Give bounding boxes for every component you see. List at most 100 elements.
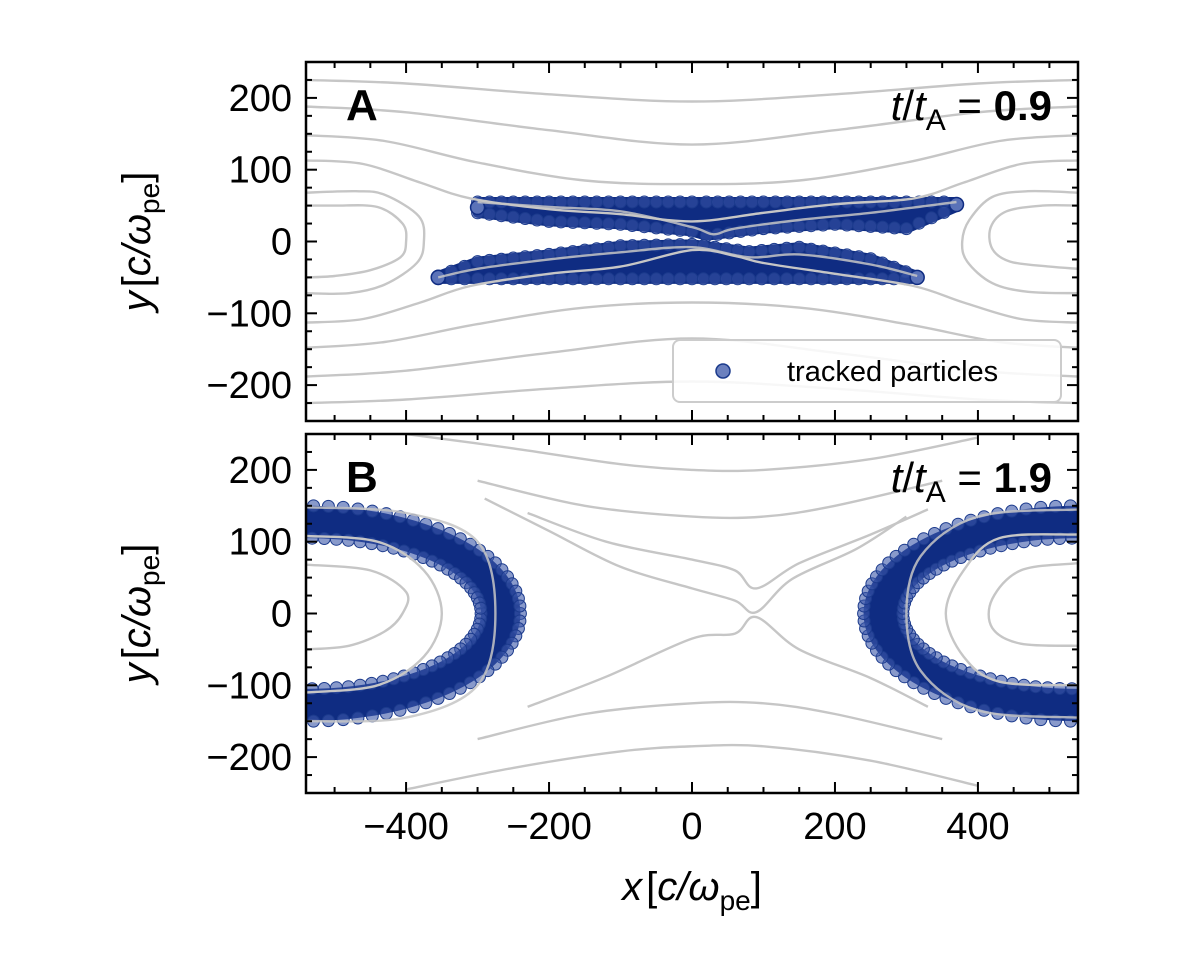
particle-marker	[1138, 538, 1150, 550]
particle-marker	[1114, 534, 1126, 546]
field-line	[306, 563, 410, 651]
y-tick-label: −100	[206, 665, 292, 707]
particle-marker	[1152, 508, 1164, 520]
particle-marker	[443, 527, 456, 540]
y-tick-label: 200	[229, 450, 292, 492]
particle-marker	[909, 269, 925, 286]
particle-marker	[306, 686, 307, 692]
particle-marker	[88, 623, 100, 635]
particle-marker	[183, 552, 195, 564]
particle-marker	[1094, 715, 1106, 727]
particle-marker	[278, 715, 290, 727]
particle-marker	[494, 209, 508, 223]
particle-marker	[602, 240, 616, 254]
particle-marker	[722, 195, 736, 209]
field-line	[477, 700, 943, 741]
particle-marker	[483, 207, 496, 221]
particle-marker	[912, 216, 926, 230]
particle-marker	[1080, 715, 1092, 727]
field-line	[960, 189, 1078, 295]
particle-marker	[804, 272, 818, 286]
x-tick-label: 400	[946, 806, 1009, 848]
particle-marker	[602, 272, 616, 286]
particle-marker	[816, 272, 830, 286]
particle-marker	[554, 195, 568, 209]
particle-marker	[157, 528, 169, 540]
particle-marker	[193, 701, 205, 713]
particle-marker	[234, 710, 246, 722]
particle-marker	[317, 532, 331, 545]
x-tick-label: −200	[506, 806, 592, 848]
particle-marker	[1170, 545, 1182, 557]
particle-marker	[513, 599, 527, 613]
particle-marker	[1124, 503, 1136, 515]
particle-marker	[530, 213, 544, 227]
particle-marker	[1109, 714, 1121, 726]
particle-marker	[1102, 533, 1114, 545]
panel-label: A	[346, 81, 378, 130]
field-lines	[306, 434, 1078, 791]
particle-marker	[614, 217, 627, 231]
legend-label: tracked particles	[787, 356, 998, 388]
particle-marker	[731, 272, 745, 286]
particle-marker	[590, 216, 604, 230]
particle-ring-fill	[306, 505, 521, 722]
particle-marker	[146, 533, 158, 545]
particle-marker	[1090, 683, 1102, 695]
particle-marker	[419, 517, 433, 531]
particle-marker	[104, 564, 116, 576]
particle-marker	[948, 196, 965, 213]
particle-marker	[1126, 679, 1138, 691]
particle-marker	[431, 691, 445, 705]
particle-marker	[637, 195, 651, 209]
particle-marker	[649, 221, 663, 235]
panel-a: 200 100 0 −100 −200 y[c/ωpe] A t/tA = 0.9 tracke…	[115, 60, 1080, 423]
particle-marker	[719, 272, 733, 286]
particle-marker	[1080, 500, 1092, 512]
field-line	[437, 245, 918, 279]
field-line	[405, 743, 979, 791]
particle-marker	[1138, 710, 1150, 722]
particle-marker	[220, 707, 232, 719]
particle-marker	[673, 272, 687, 286]
particle-marker	[1019, 711, 1033, 725]
particle-marker	[602, 217, 616, 231]
particle-marker	[1160, 542, 1172, 554]
particle-marker	[90, 630, 102, 642]
particle-marker	[365, 504, 379, 518]
y-tick-label: −200	[206, 737, 292, 779]
field-line	[306, 506, 497, 723]
particle-marker	[578, 272, 592, 286]
particle-marker	[907, 676, 921, 690]
panel-b: 200 100 0 −100 −200 −400 −200 0 200 400 y[c/ωpe] x[…	[86, 432, 1186, 916]
y-tick-label: 200	[229, 78, 292, 120]
particle-marker	[1090, 533, 1102, 545]
particle-marker	[1179, 514, 1186, 526]
field-line	[306, 204, 408, 279]
particle-marker	[864, 219, 878, 233]
particle-marker	[566, 215, 580, 229]
particle-marker	[708, 272, 722, 286]
particle-marker	[86, 608, 98, 620]
particle-marker	[90, 585, 102, 597]
particle-marker	[518, 212, 532, 225]
particle-marker	[696, 272, 710, 286]
particle-marker	[917, 532, 931, 546]
particle-marker	[306, 535, 307, 541]
particle-marker	[840, 218, 854, 232]
particle-marker	[1149, 540, 1161, 552]
particle-marker	[180, 518, 192, 530]
particle-marker	[94, 637, 106, 649]
particle-marker	[206, 511, 218, 523]
particle-marker	[1138, 505, 1150, 517]
particle-marker	[542, 214, 556, 228]
particle-marker	[1180, 667, 1186, 679]
particle-marker	[293, 715, 305, 727]
particle-marker	[111, 557, 123, 569]
particle-marker	[590, 195, 604, 209]
field-line	[405, 434, 979, 473]
particle-marker	[506, 210, 520, 224]
particle-marker	[183, 664, 195, 676]
particle-marker	[1166, 704, 1178, 716]
panel-label: B	[346, 453, 378, 502]
